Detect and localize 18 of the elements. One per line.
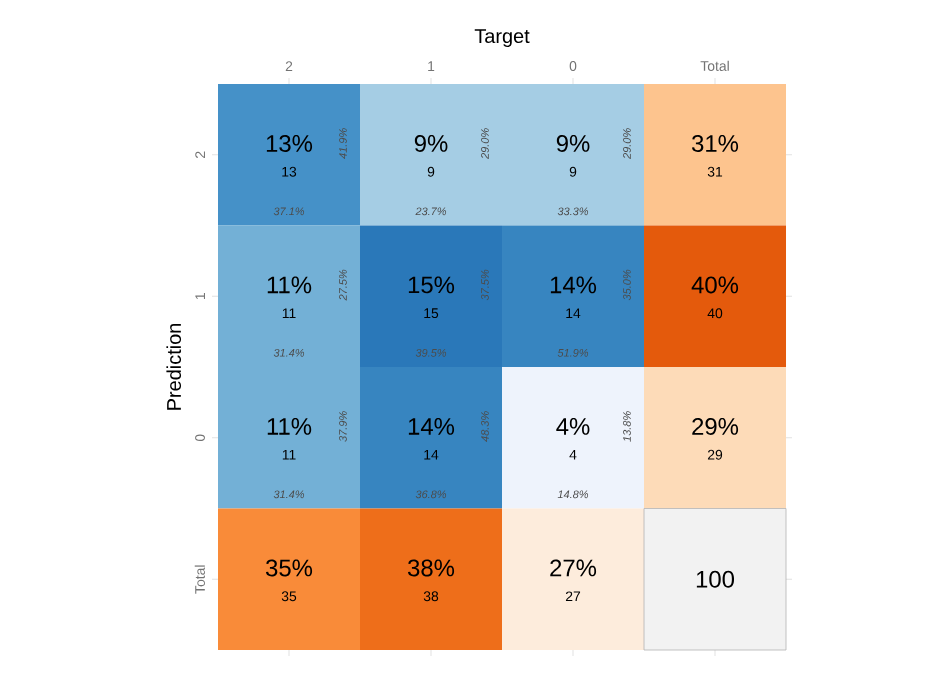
data-label: 14% [408, 418, 455, 435]
data-label: 15% [408, 276, 455, 294]
data-label: 9% [556, 134, 590, 152]
y-axis-title: Prediction [166, 324, 182, 410]
data-label: 14% [550, 276, 597, 294]
data-label: 29% [692, 417, 739, 435]
data-label: 11% [267, 418, 312, 435]
data-label: 35% [265, 559, 313, 577]
data-label: 4% [556, 418, 590, 435]
data-label: 13% [266, 134, 313, 152]
x-axis-title: Target [474, 29, 530, 48]
data-label: 11% [267, 276, 312, 294]
data-label: 38% [407, 559, 455, 577]
data-label: 31% [691, 134, 739, 152]
data-label: 100 [696, 570, 735, 588]
data-label: 27% [550, 559, 597, 577]
data-label: 40% [691, 276, 739, 294]
data-label: 9% [414, 134, 448, 152]
